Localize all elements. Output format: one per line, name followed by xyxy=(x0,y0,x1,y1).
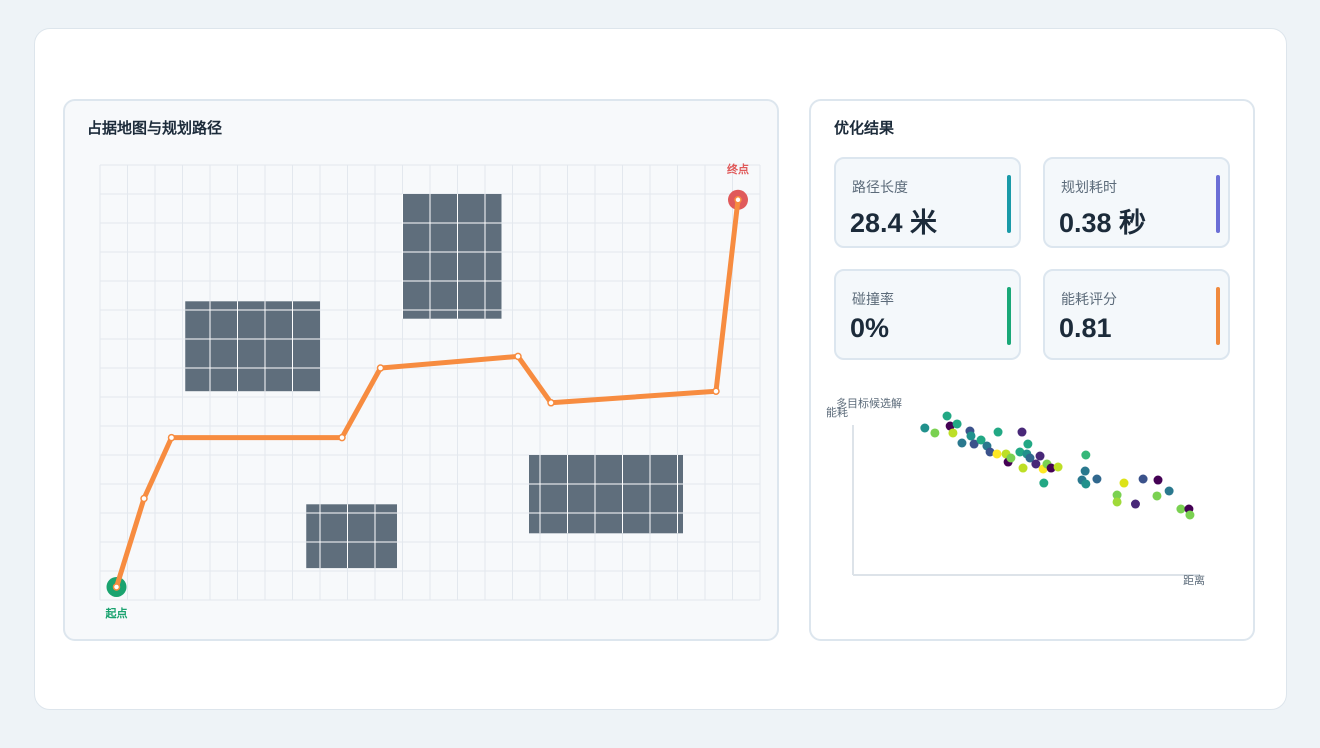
panel-title: 占据地图与规划路径 xyxy=(87,120,223,137)
metric-accent xyxy=(1007,287,1011,345)
metric-label: 路径长度 xyxy=(852,179,908,195)
metric-value: 28.4 米 xyxy=(850,208,938,238)
metric-label: 碰撞率 xyxy=(852,291,894,307)
map-panel: 占据地图与规划路径 xyxy=(63,99,779,641)
metric-card: 规划耗时 0.38 秒 xyxy=(1043,157,1230,248)
metric-value: 0% xyxy=(850,313,890,343)
metric-label: 能耗评分 xyxy=(1061,291,1117,307)
metric-accent xyxy=(1216,175,1220,233)
panel-title: 优化结果 xyxy=(834,120,895,137)
metric-card: 碰撞率 0% xyxy=(834,269,1021,360)
metric-value: 0.38 秒 xyxy=(1059,208,1147,238)
metric-accent xyxy=(1216,287,1220,345)
metric-value: 0.81 xyxy=(1059,313,1112,343)
metric-card: 能耗评分 0.81 xyxy=(1043,269,1230,360)
metric-card: 路径长度 28.4 米 xyxy=(834,157,1021,248)
metric-accent xyxy=(1007,175,1011,233)
metric-label: 规划耗时 xyxy=(1061,179,1117,195)
